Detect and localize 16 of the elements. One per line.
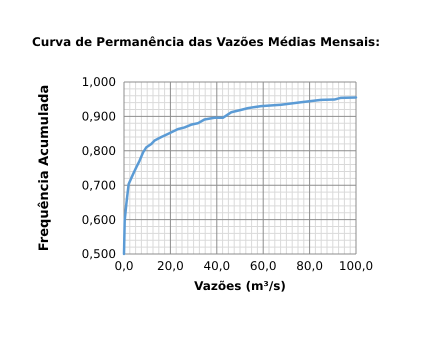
x-tick-label: 60,0 [250, 259, 277, 273]
y-tick-label: 0,800 [82, 144, 116, 158]
x-tick-label: 80,0 [296, 259, 323, 273]
chart-title: Curva de Permanência das Vazões Médias Mensais: [32, 35, 380, 49]
x-tick-label: 100,0 [338, 259, 374, 273]
y-tick-label: 0,500 [82, 247, 116, 262]
x-tick-label: 20,0 [157, 259, 184, 273]
y-tick-label: 0,600 [82, 212, 116, 227]
y-tick-label: 1,000 [82, 75, 116, 90]
y-tick-label: 0,700 [82, 178, 116, 192]
line-series [122, 96, 358, 256]
x-tick-label: 0,0 [114, 259, 134, 273]
y-axis-title: Frequência Acumulada [37, 84, 52, 252]
x-tick-label: 40,0 [203, 259, 230, 273]
x-axis-title: Vazões (m³/s) [194, 279, 286, 293]
y-tick-label: 0,900 [82, 110, 116, 124]
